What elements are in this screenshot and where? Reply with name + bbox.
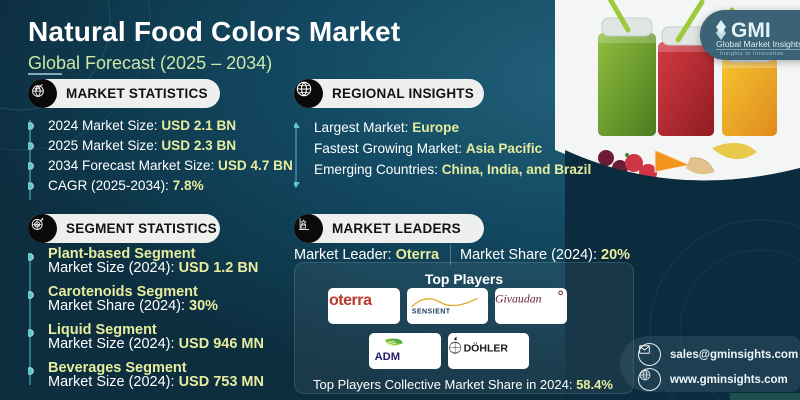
svg-text:SENSIENT: SENSIENT [412,308,451,315]
svg-text:ADM: ADM [375,351,400,363]
svg-text:oterra: oterra [329,291,373,309]
svg-text:DÖHLER: DÖHLER [464,341,509,354]
svg-text:Givaudan: Givaudan [495,292,542,306]
